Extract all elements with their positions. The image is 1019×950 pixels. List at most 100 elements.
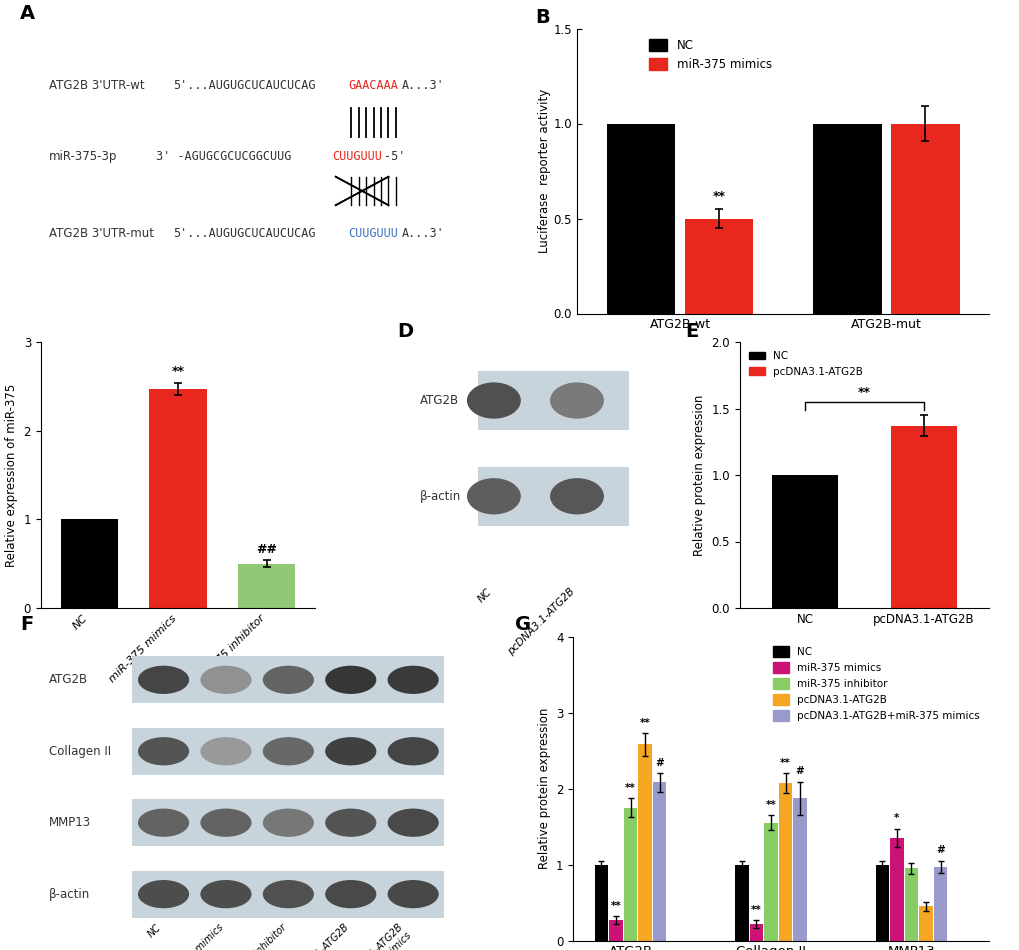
Text: GAACAAA: GAACAAA (347, 79, 397, 92)
Bar (793, 798, 806, 940)
Text: **: ** (712, 190, 725, 203)
Text: **: ** (857, 387, 870, 399)
Text: B: B (535, 8, 550, 27)
Ellipse shape (138, 737, 189, 766)
Text: A...3': A...3' (401, 79, 444, 92)
Text: ATG2B 3'UTR-wt: ATG2B 3'UTR-wt (49, 79, 145, 92)
Bar (749, 923, 762, 940)
Ellipse shape (263, 737, 314, 766)
Bar (735, 864, 748, 940)
Bar (608, 920, 623, 940)
Bar (624, 808, 637, 940)
Text: β-actin: β-actin (49, 887, 91, 901)
Bar (638, 745, 651, 940)
FancyBboxPatch shape (478, 467, 628, 525)
Text: **: ** (750, 904, 761, 915)
Text: **: ** (610, 901, 621, 911)
Bar (237, 563, 296, 608)
Ellipse shape (387, 737, 438, 766)
Ellipse shape (138, 808, 189, 837)
Ellipse shape (138, 880, 189, 908)
Ellipse shape (387, 666, 438, 694)
Text: 5'...AUGUGCUCAUCUCAG: 5'...AUGUGCUCAUCUCAG (172, 227, 315, 240)
Text: NC: NC (147, 922, 163, 940)
Bar (61, 520, 118, 608)
FancyBboxPatch shape (478, 371, 628, 429)
Text: pcDNA3.1-ATG2B
+miR-375 mimics: pcDNA3.1-ATG2B +miR-375 mimics (335, 922, 413, 950)
Text: NC: NC (476, 587, 493, 604)
Ellipse shape (325, 880, 376, 908)
Y-axis label: Relative protein expression: Relative protein expression (537, 708, 550, 869)
Ellipse shape (200, 666, 252, 694)
Text: β-actin: β-actin (420, 490, 461, 503)
Ellipse shape (549, 383, 603, 419)
Text: #: # (654, 758, 663, 768)
Ellipse shape (263, 808, 314, 837)
Bar (763, 823, 776, 940)
Bar (779, 783, 792, 940)
Text: 5'...AUGUGCUCAUCUCAG: 5'...AUGUGCUCAUCUCAG (172, 79, 315, 92)
FancyBboxPatch shape (132, 799, 444, 846)
Text: ##: ## (256, 542, 277, 556)
Bar (771, 475, 837, 608)
Y-axis label: Relative protein expression: Relative protein expression (692, 394, 705, 556)
Text: ATG2B: ATG2B (420, 394, 459, 407)
Text: **: ** (780, 758, 790, 768)
FancyBboxPatch shape (132, 728, 444, 775)
Text: CUUGUUU: CUUGUUU (347, 227, 397, 240)
Text: D: D (396, 322, 413, 341)
Bar (932, 866, 947, 940)
Bar (652, 783, 665, 940)
Text: 3' -AGUGCGCUCGGCUUG: 3' -AGUGCGCUCGGCUUG (156, 150, 291, 163)
Y-axis label: Relative expression of miR-375: Relative expression of miR-375 (5, 384, 18, 566)
Text: pcDNA3.1-ATG2B: pcDNA3.1-ATG2B (283, 922, 351, 950)
Ellipse shape (138, 666, 189, 694)
Ellipse shape (200, 737, 252, 766)
Ellipse shape (549, 478, 603, 514)
Text: miR-375 mimics: miR-375 mimics (163, 922, 226, 950)
Text: ATG2B 3'UTR-mut: ATG2B 3'UTR-mut (49, 227, 154, 240)
Text: miR-375-3p: miR-375-3p (49, 150, 117, 163)
Text: **: ** (639, 717, 650, 728)
Text: MMP13: MMP13 (49, 816, 91, 829)
Y-axis label: Luciferase  reporter activity: Luciferase reporter activity (537, 89, 550, 253)
Bar (891, 426, 956, 608)
Ellipse shape (200, 880, 252, 908)
Text: G: G (515, 616, 531, 635)
Text: F: F (20, 616, 34, 635)
Ellipse shape (325, 666, 376, 694)
Text: #: # (935, 846, 944, 855)
Bar (890, 838, 903, 940)
Bar (812, 124, 880, 314)
Text: **: ** (765, 800, 775, 809)
Ellipse shape (200, 808, 252, 837)
Bar (149, 389, 207, 608)
Ellipse shape (263, 666, 314, 694)
Ellipse shape (467, 383, 521, 419)
FancyBboxPatch shape (132, 870, 444, 918)
Text: #: # (795, 767, 804, 776)
Ellipse shape (387, 880, 438, 908)
FancyBboxPatch shape (132, 656, 444, 703)
Text: Collagen II: Collagen II (49, 745, 111, 758)
Text: -5': -5' (383, 150, 405, 163)
Text: ATG2B: ATG2B (49, 674, 89, 686)
Text: CUUGUUU: CUUGUUU (331, 150, 381, 163)
Bar (918, 906, 931, 940)
Ellipse shape (387, 808, 438, 837)
Legend: NC, miR-375 mimics, miR-375 inhibitor, pcDNA3.1-ATG2B, pcDNA3.1-ATG2B+miR-375 mi: NC, miR-375 mimics, miR-375 inhibitor, p… (768, 641, 983, 725)
Ellipse shape (467, 478, 521, 514)
Text: miR-375 inhibitor: miR-375 inhibitor (221, 922, 288, 950)
Bar (606, 124, 675, 314)
Text: A: A (20, 4, 36, 23)
Text: pcDNA3.1-ATG2B: pcDNA3.1-ATG2B (505, 587, 577, 657)
Bar (890, 124, 959, 314)
Bar (904, 868, 917, 940)
Text: E: E (684, 322, 697, 341)
Text: A...3': A...3' (401, 227, 444, 240)
Ellipse shape (325, 808, 376, 837)
Ellipse shape (263, 880, 314, 908)
Ellipse shape (325, 737, 376, 766)
Legend: NC, pcDNA3.1-ATG2B: NC, pcDNA3.1-ATG2B (744, 347, 866, 381)
Text: **: ** (171, 366, 184, 378)
